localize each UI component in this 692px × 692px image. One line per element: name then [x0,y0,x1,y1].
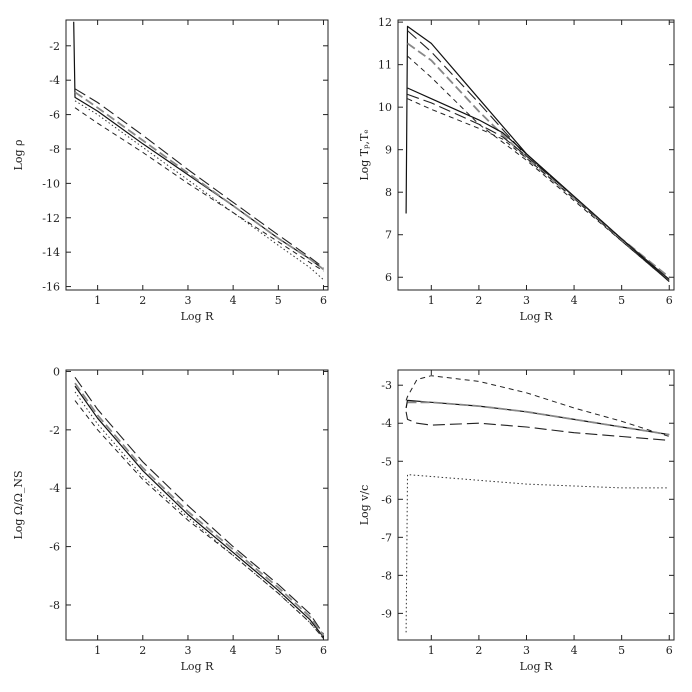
y-tick-label: 8 [385,186,392,199]
y-tick-label: -2 [49,40,60,53]
x-tick-label: 2 [139,294,146,307]
y-axis-label: Log Tₚ,Tₑ [358,129,371,180]
y-tick-label: -2 [49,424,60,437]
series-line-gray-dash [74,91,325,271]
y-tick-label: -9 [381,607,392,620]
y-tick-label: 10 [378,101,392,114]
series-line-long-dash [74,88,324,269]
series-line-solid [405,25,670,282]
x-tick-label: 3 [184,644,191,657]
x-tick-label: 6 [320,294,327,307]
x-tick-label: 1 [94,294,101,307]
y-tick-label: -4 [381,417,392,430]
y-tick-label: -5 [381,455,392,468]
x-tick-label: 2 [139,644,146,657]
y-tick-label: -6 [49,109,60,122]
x-tick-label: 4 [571,294,578,307]
x-tick-label: 6 [666,294,673,307]
series-line-short-dash [74,107,324,272]
series-line-gray-dash [74,382,325,637]
series-line-long-dash [405,411,670,441]
x-axis-label: Log R [181,310,214,323]
y-tick-label: -14 [42,246,60,259]
series-line-short-dash [405,375,670,437]
panel-log-density: 1 2 3 4 5 6 -2 -4 -6 -8 -10 -12 -14 -16 Log R Log ρ [12,19,329,323]
plot-frame [65,19,329,291]
panel-log-velocity: 1 2 3 4 5 6 -3 -4 -5 -6 -7 -8 -9 Log R Log v/c [358,369,675,673]
panel-log-angular-velocity: 1 2 3 4 5 6 0 -2 -4 -6 -8 Log R Log Ω/Ω_NS [12,365,329,673]
series-line-gray-dash [407,401,670,436]
y-tick-label: -8 [381,569,392,582]
series-line-dotted [405,474,670,633]
x-tick-label: 4 [571,644,578,657]
x-tick-label: 4 [230,294,237,307]
x-tick-label: 5 [618,644,625,657]
series-line-long-dash [74,376,324,635]
y-tick-label: -12 [42,212,60,225]
plot-frame [65,369,329,641]
y-tick-label: -4 [49,482,60,495]
y-tick-label: -3 [381,379,392,392]
series-line-solid [405,399,670,436]
series-line-long-dash [407,30,670,280]
plot-frame [397,19,675,291]
series-line-short-dash [74,400,324,639]
x-tick-label: 5 [275,294,282,307]
y-tick-label: -8 [49,143,60,156]
series-line-solid [74,385,324,638]
x-axis-label: Log R [520,660,553,673]
x-tick-label: 1 [428,644,435,657]
y-tick-label: 0 [53,365,60,378]
x-tick-label: 1 [94,644,101,657]
series-line-short-dash [407,55,670,282]
x-axis-label: Log R [520,310,553,323]
y-tick-label: 6 [385,271,392,284]
x-tick-label: 3 [184,294,191,307]
y-tick-label: -7 [381,531,392,544]
y-tick-label: -8 [49,599,60,612]
y-tick-label: -10 [42,177,60,190]
y-tick-label: -4 [49,74,60,87]
x-tick-label: 6 [666,644,673,657]
x-tick-label: 4 [230,644,237,657]
x-tick-label: 3 [523,294,530,307]
series-line-short-dash [407,98,670,282]
x-tick-label: 5 [618,294,625,307]
y-axis-label: Log ρ [12,140,25,171]
x-tick-label: 2 [475,294,482,307]
y-tick-label: -16 [42,281,60,294]
x-tick-label: 3 [523,644,530,657]
series-line-dotted [74,100,324,281]
x-tick-label: 1 [428,294,435,307]
y-axis-label: Log v/c [358,485,371,526]
plot-frame [397,369,675,641]
y-tick-label: 12 [378,16,392,29]
series-line-solid [407,87,670,280]
y-axis-label: Log Ω/Ω_NS [12,470,25,539]
y-tick-label: 9 [385,144,392,157]
x-tick-label: 2 [475,644,482,657]
x-axis-label: Log R [181,660,214,673]
x-tick-label: 6 [320,644,327,657]
y-tick-label: 11 [378,59,392,72]
y-tick-label: -6 [49,541,60,554]
series-line-dotted [74,391,324,639]
y-tick-label: 7 [385,229,392,242]
series-line-long-dash [407,93,670,280]
series-line-solid [73,21,324,270]
x-tick-label: 5 [275,644,282,657]
y-tick-label: -6 [381,493,392,506]
series-line-gray-dash [406,42,670,278]
